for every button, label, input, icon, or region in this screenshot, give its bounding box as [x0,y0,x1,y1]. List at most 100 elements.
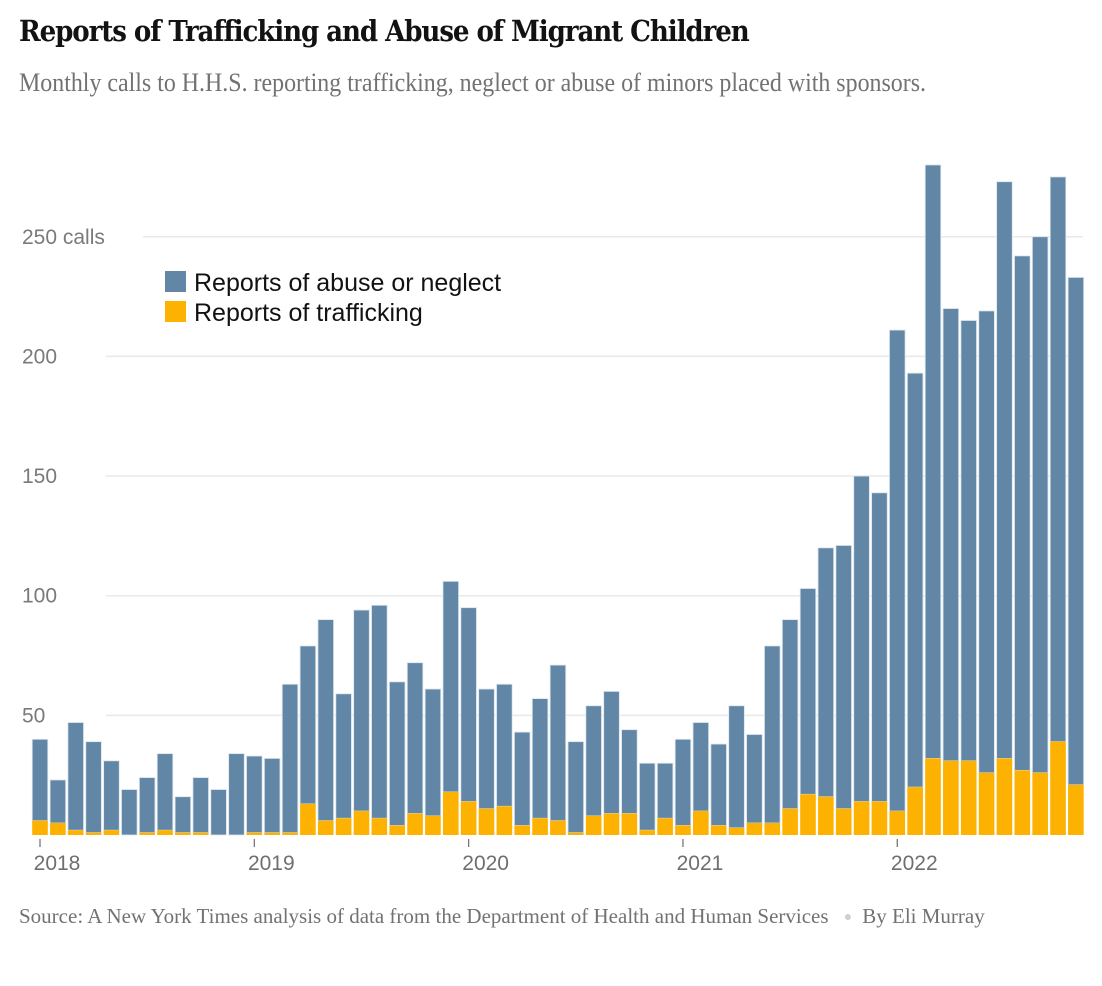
bar-trafficking [710,825,727,835]
bar-abuse-neglect [67,722,84,831]
bar-abuse-neglect [424,688,442,817]
bar-trafficking [496,806,513,835]
bar-trafficking [657,818,673,835]
bar-abuse-neglect [603,691,620,814]
bar-trafficking [353,811,370,835]
bar-trafficking [925,758,941,835]
legend-label: Reports of trafficking [194,299,423,327]
bar-abuse-neglect [531,698,549,819]
bar-abuse-neglect [817,547,835,798]
bar-trafficking [853,801,870,835]
bar-stack [871,492,888,835]
bar-abuse-neglect [692,722,710,812]
bar-stack [531,698,549,835]
x-tick-label: 2020 [462,852,509,875]
y-tick-label: 50 [22,704,45,727]
bar-trafficking [425,815,441,835]
bar-stack [835,545,852,835]
bar-stack [656,762,674,835]
bar-abuse-neglect [871,492,888,802]
bar-stack [781,619,799,835]
bar-stack [549,664,567,835]
bar-abuse-neglect [978,310,995,774]
bar-stack [567,741,585,835]
bar-trafficking [32,820,48,835]
bar-trafficking [800,794,816,835]
bar-abuse-neglect [853,475,870,802]
bar-abuse-neglect [781,619,799,810]
bar-stack [317,619,334,835]
bar-stack [371,604,388,835]
bar-abuse-neglect [31,738,49,822]
bar-trafficking [335,818,352,835]
bar-stack [960,320,977,835]
y-tick-label: 100 [22,585,57,608]
bar-abuse-neglect [746,734,763,824]
x-tick-label: 2021 [677,852,724,875]
bar-stack [460,607,477,835]
bar-stack [799,588,817,835]
bar-trafficking [907,787,923,835]
bar-trafficking [746,823,763,835]
bar-trafficking [139,832,155,835]
bar-stack [138,777,156,835]
bar-abuse-neglect [174,796,192,834]
bar-trafficking [585,815,602,835]
chart-title: Reports of Trafficking and Abuse of Migr… [19,14,750,48]
bar-trafficking [157,830,173,835]
bar-abuse-neglect [924,164,942,759]
bar-trafficking [728,827,745,835]
bar-stack [728,705,745,835]
bar-abuse-neglect [710,743,727,826]
bar-stack [228,753,245,836]
bar-trafficking [639,830,656,835]
bar-stack [603,691,620,835]
bar-trafficking [782,808,798,835]
bar-abuse-neglect [1049,176,1067,743]
bar-abuse-neglect [460,607,477,802]
bar-stack [281,683,299,835]
bar-trafficking [943,760,959,835]
bar-abuse-neglect [585,705,602,817]
bar-stack [335,693,352,835]
bar-stack [388,681,406,835]
bar-trafficking [889,811,906,835]
chart-subtitle: Monthly calls to H.H.S. reporting traffi… [19,68,927,97]
bar-stack [764,645,781,835]
bar-stack [299,645,317,835]
bar-stack [639,762,656,835]
bar-trafficking [264,832,280,835]
bar-stack [710,743,727,835]
bar-abuse-neglect [317,619,334,822]
bar-stack [942,308,960,835]
bar-abuse-neglect [1067,277,1085,786]
bar-stack [853,475,870,835]
bar-abuse-neglect [49,779,67,824]
bar-trafficking [1014,770,1031,835]
bar-stack [1031,236,1049,835]
y-tick-label: 200 [22,345,57,368]
bar-stack [478,688,495,835]
x-tick-label: 2018 [34,852,81,875]
bars [31,164,1085,836]
bar-stack [406,662,424,835]
bar-stack [906,372,924,835]
bar-trafficking [282,832,298,835]
separator-dot: ● [843,910,853,926]
bar-trafficking [532,818,548,835]
bar-abuse-neglect [138,777,156,834]
bar-trafficking [835,808,852,835]
bar-abuse-neglect [514,731,531,826]
bar-abuse-neglect [906,372,924,788]
bar-abuse-neglect [371,604,388,819]
bar-abuse-neglect [728,705,745,829]
bar-trafficking [675,825,691,835]
bar-abuse-neglect [388,681,406,826]
bar-stack [121,789,138,836]
bar-abuse-neglect [121,789,138,836]
bar-trafficking [693,811,709,835]
bar-stack [514,731,531,835]
source-note: Source: A New York Times analysis of dat… [19,904,829,928]
bar-stack [85,741,102,835]
